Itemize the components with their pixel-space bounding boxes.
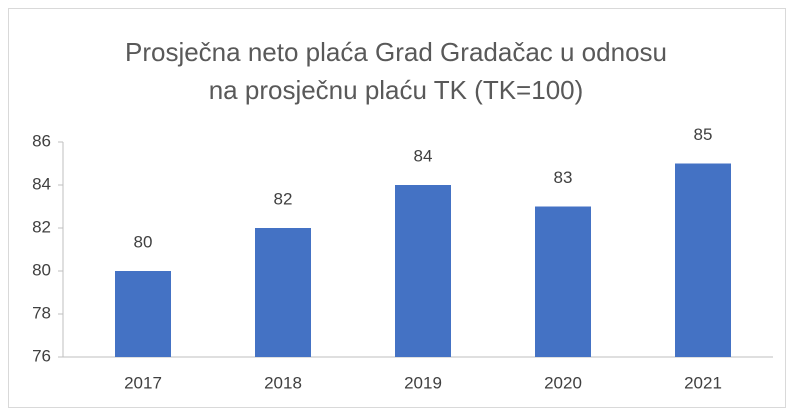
bar	[115, 271, 171, 357]
x-tick-label: 2019	[404, 373, 442, 392]
bar	[675, 163, 731, 357]
value-label: 85	[694, 125, 713, 144]
chart-title: na prosječnu plaću TK (TK=100)	[209, 75, 584, 105]
value-label: 80	[134, 232, 153, 251]
bar	[535, 206, 591, 357]
x-tick-label: 2021	[684, 373, 722, 392]
x-tick-label: 2017	[124, 373, 162, 392]
y-tick-label: 80	[32, 260, 51, 279]
bar	[255, 228, 311, 357]
y-tick-label: 86	[32, 131, 51, 150]
y-tick-label: 82	[32, 217, 51, 236]
bar	[395, 185, 451, 357]
y-tick-label: 84	[32, 174, 51, 193]
y-tick-label: 78	[32, 303, 51, 322]
chart-title: Prosječna neto plaća Grad Gradačac u odn…	[125, 37, 667, 67]
value-label: 84	[414, 146, 433, 165]
x-tick-label: 2018	[264, 373, 302, 392]
value-label: 83	[554, 168, 573, 187]
value-label: 82	[274, 189, 293, 208]
x-tick-label: 2020	[544, 373, 582, 392]
y-tick-label: 76	[32, 346, 51, 365]
